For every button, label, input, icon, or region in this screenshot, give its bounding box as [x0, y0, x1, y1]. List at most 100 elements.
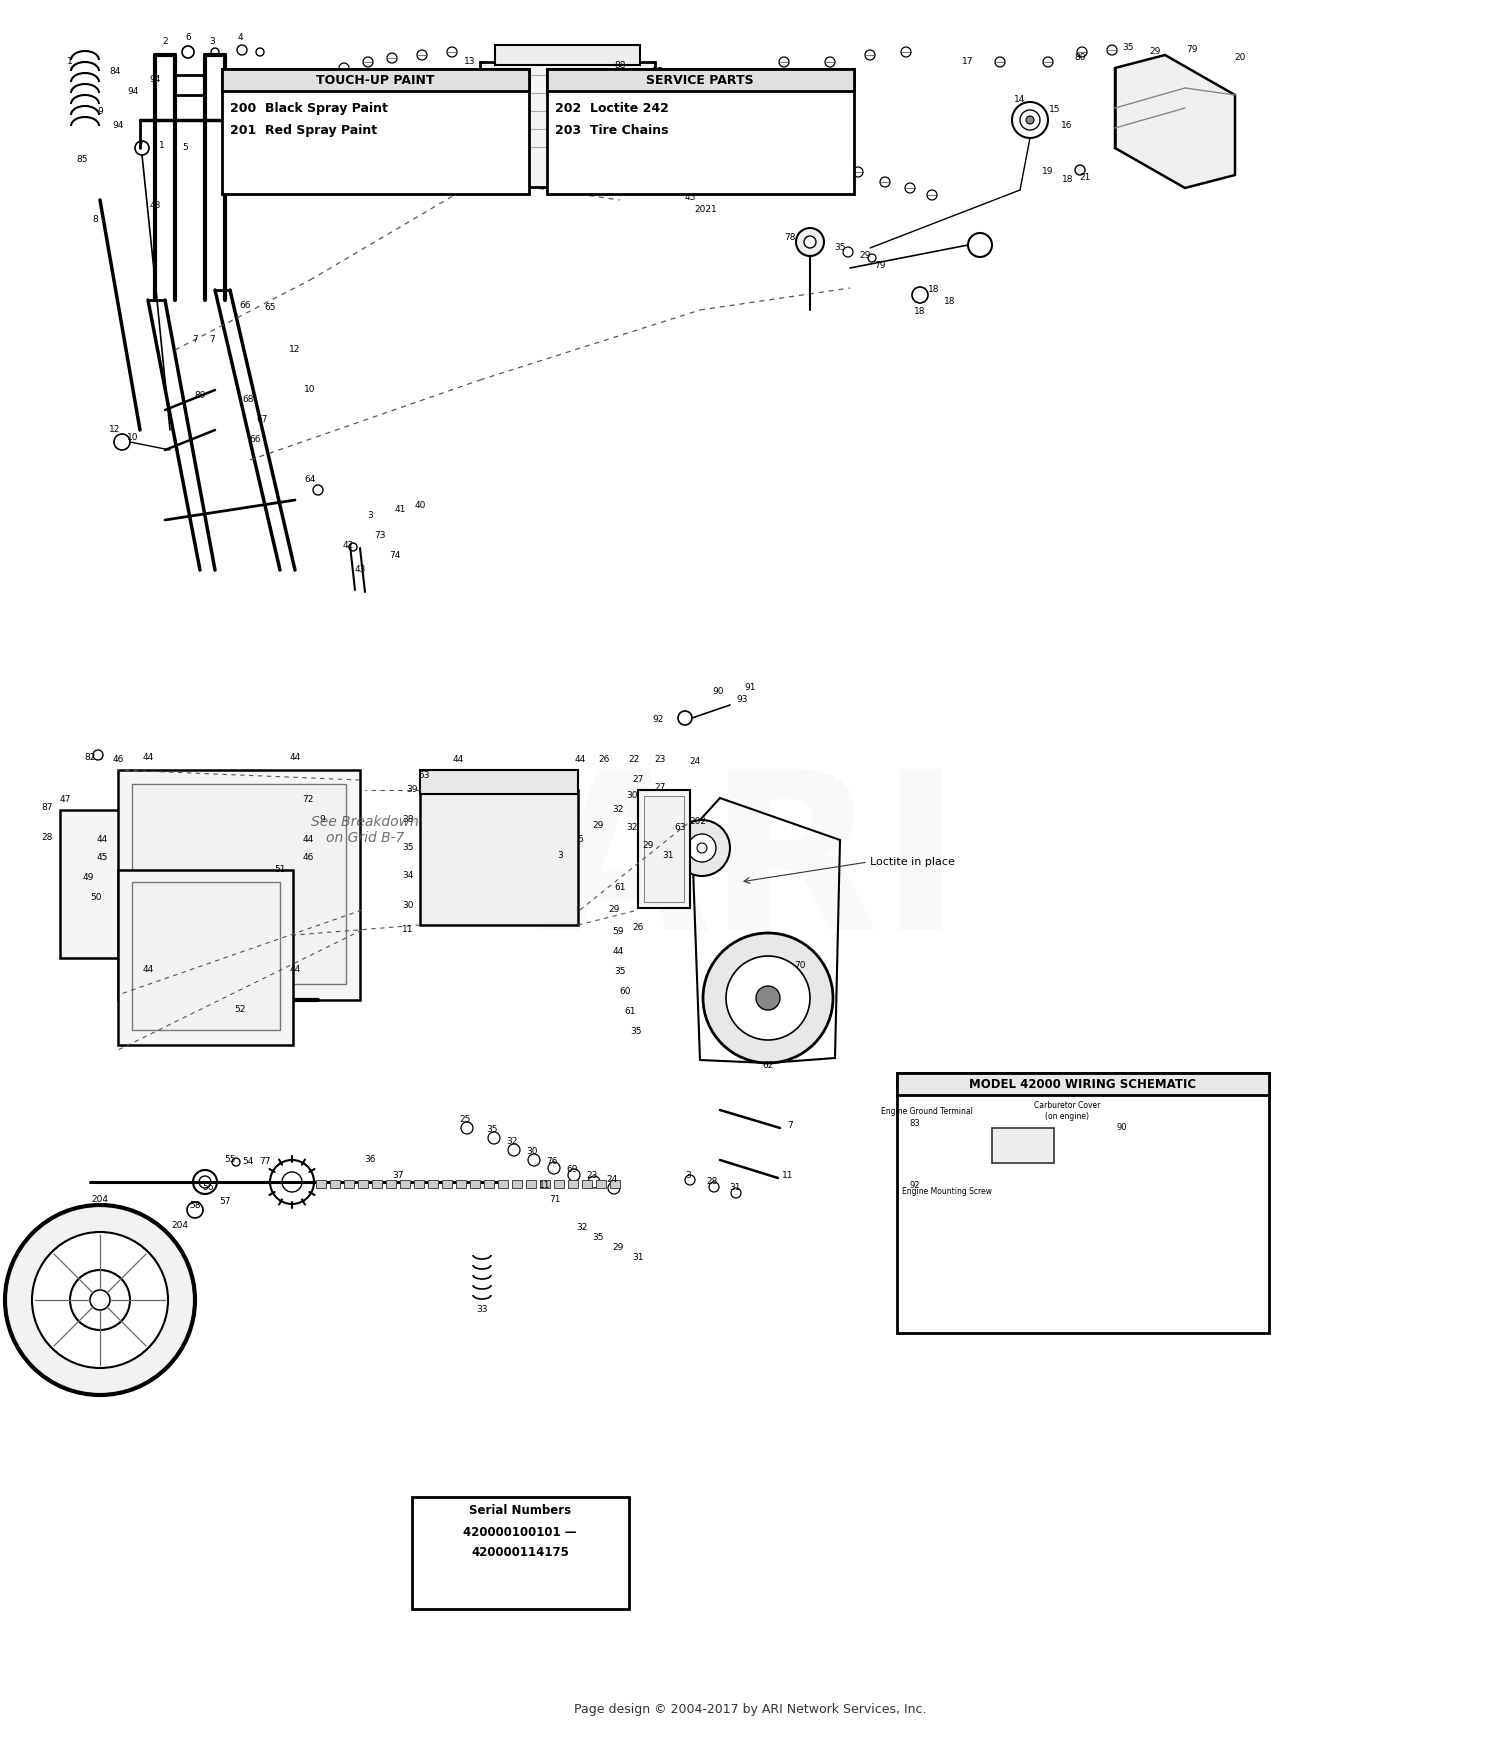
Text: 30: 30 — [526, 1148, 537, 1157]
Text: MODEL 42000 WIRING SCHEMATIC: MODEL 42000 WIRING SCHEMATIC — [969, 1077, 1197, 1091]
Bar — [512, 1179, 522, 1188]
Circle shape — [912, 287, 928, 302]
Bar — [992, 1127, 1054, 1164]
Bar — [400, 1179, 410, 1188]
Text: 72: 72 — [303, 796, 313, 804]
Circle shape — [242, 141, 255, 155]
Circle shape — [4, 1205, 195, 1395]
Text: 61: 61 — [624, 1007, 636, 1016]
Circle shape — [90, 1291, 110, 1310]
Bar — [118, 769, 360, 1001]
Text: Engine Mounting Screw: Engine Mounting Screw — [902, 1186, 992, 1195]
Circle shape — [339, 63, 350, 73]
Text: 7: 7 — [192, 335, 198, 344]
Text: 23: 23 — [654, 756, 666, 764]
Text: 9: 9 — [98, 108, 104, 116]
Text: 35: 35 — [630, 1028, 642, 1037]
Bar — [495, 45, 640, 64]
Text: 18: 18 — [1062, 175, 1074, 184]
Text: 2: 2 — [162, 38, 168, 47]
Circle shape — [804, 236, 816, 248]
Text: 1: 1 — [68, 57, 74, 66]
Text: 4: 4 — [237, 33, 243, 42]
Circle shape — [568, 1169, 580, 1181]
Circle shape — [509, 1145, 520, 1157]
Circle shape — [260, 889, 270, 900]
Circle shape — [548, 1162, 560, 1174]
Circle shape — [880, 177, 890, 188]
Text: 204: 204 — [92, 1195, 108, 1204]
Text: 84: 84 — [110, 68, 120, 76]
Circle shape — [488, 1133, 500, 1145]
Bar — [897, 1073, 1269, 1094]
Text: 90: 90 — [712, 688, 723, 697]
Text: 64: 64 — [304, 476, 315, 485]
Circle shape — [1076, 165, 1084, 175]
Text: 66: 66 — [249, 436, 261, 445]
Text: 92: 92 — [909, 1181, 920, 1190]
Circle shape — [135, 141, 148, 155]
Circle shape — [686, 1174, 694, 1185]
Bar — [582, 1179, 592, 1188]
Bar — [526, 1179, 536, 1188]
Bar — [358, 1179, 368, 1188]
Text: 24: 24 — [690, 757, 700, 766]
Text: 11: 11 — [783, 1171, 794, 1179]
Text: 37: 37 — [393, 1171, 404, 1179]
Text: 75: 75 — [744, 153, 756, 163]
Circle shape — [494, 853, 502, 863]
Circle shape — [237, 45, 248, 56]
Text: 52: 52 — [234, 1006, 246, 1014]
Text: 73: 73 — [375, 530, 386, 540]
Circle shape — [470, 830, 526, 886]
Text: 59: 59 — [612, 928, 624, 936]
Circle shape — [853, 167, 862, 177]
Text: 33: 33 — [477, 1306, 488, 1315]
Text: 23: 23 — [586, 1171, 597, 1179]
Text: 32: 32 — [612, 806, 624, 815]
Circle shape — [1042, 57, 1053, 68]
Text: 31: 31 — [663, 851, 674, 860]
Circle shape — [284, 935, 296, 947]
Text: 3: 3 — [209, 38, 214, 47]
Bar — [60, 809, 128, 959]
Text: 16: 16 — [1062, 120, 1072, 130]
Bar — [610, 1179, 620, 1188]
Circle shape — [698, 842, 706, 853]
Bar — [413, 1497, 628, 1608]
Circle shape — [140, 794, 152, 806]
Circle shape — [794, 142, 802, 153]
Text: 9: 9 — [320, 815, 326, 825]
Bar — [484, 1179, 494, 1188]
Text: 82: 82 — [84, 754, 96, 763]
Text: 29: 29 — [642, 841, 654, 849]
Text: 35: 35 — [486, 1126, 498, 1134]
Text: 32: 32 — [576, 1223, 588, 1233]
Text: 12: 12 — [110, 426, 120, 434]
Text: 44: 44 — [142, 754, 153, 763]
Text: 31: 31 — [633, 1254, 644, 1263]
Bar — [480, 63, 656, 188]
Circle shape — [32, 1232, 168, 1369]
Text: 41: 41 — [394, 505, 405, 514]
Text: 11: 11 — [402, 926, 414, 935]
Text: SERVICE PARTS: SERVICE PARTS — [646, 73, 754, 87]
Text: ARI: ARI — [537, 761, 963, 974]
Bar — [638, 790, 690, 908]
Text: Page design © 2004-2017 by ARI Network Services, Inc.: Page design © 2004-2017 by ARI Network S… — [573, 1704, 926, 1716]
Text: 74: 74 — [390, 551, 400, 559]
Text: 45: 45 — [96, 853, 108, 863]
Text: 20: 20 — [1234, 54, 1245, 63]
Text: 35: 35 — [1122, 43, 1134, 52]
Circle shape — [1026, 116, 1033, 123]
Text: 44: 44 — [303, 835, 313, 844]
Text: 14: 14 — [1014, 96, 1026, 104]
Text: 92: 92 — [652, 716, 663, 724]
Text: 88: 88 — [615, 61, 626, 69]
Circle shape — [688, 834, 715, 862]
Bar — [420, 769, 578, 794]
Bar — [132, 783, 346, 983]
Circle shape — [282, 1172, 302, 1192]
Bar — [442, 1179, 452, 1188]
Text: 203  Tire Chains: 203 Tire Chains — [555, 123, 669, 137]
